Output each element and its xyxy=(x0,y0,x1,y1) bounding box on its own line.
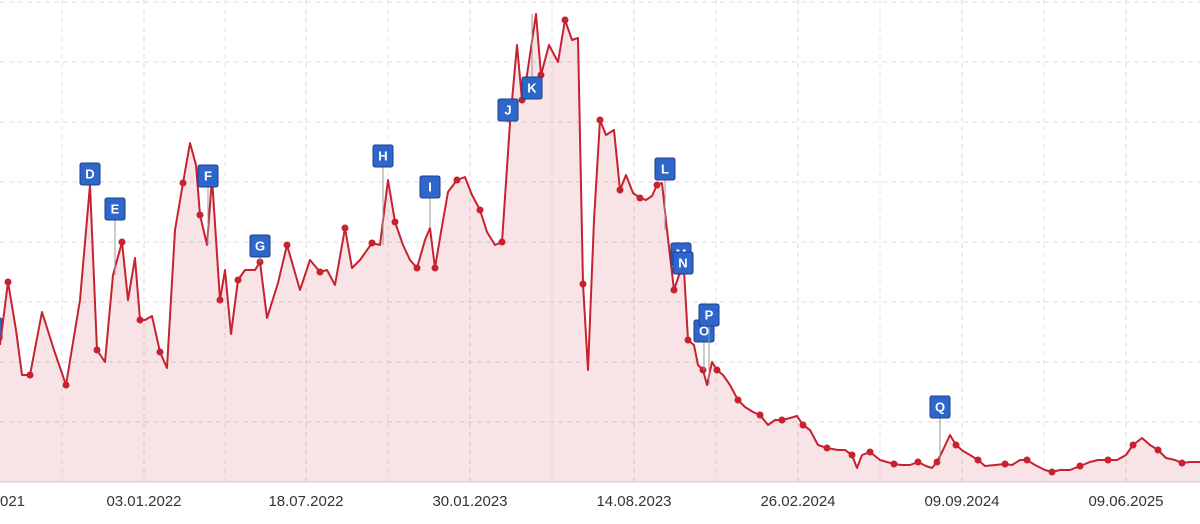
point xyxy=(118,238,126,246)
point xyxy=(756,411,764,419)
flag-box xyxy=(672,251,694,275)
flag-label: H xyxy=(378,148,387,163)
flag-box xyxy=(497,98,519,122)
flag-label: Q xyxy=(935,399,945,414)
point xyxy=(799,421,807,429)
point xyxy=(699,366,707,374)
flag-box xyxy=(654,157,676,181)
point xyxy=(952,441,960,449)
flag: E xyxy=(104,197,126,275)
flag-box xyxy=(929,395,951,419)
point xyxy=(1001,460,1009,468)
flag-box xyxy=(698,303,720,327)
point xyxy=(179,179,187,187)
point xyxy=(391,218,399,226)
point xyxy=(684,336,692,344)
point xyxy=(1178,459,1186,467)
x-tick-label: 18.07.2022 xyxy=(268,493,343,510)
point xyxy=(216,296,224,304)
flag: Q xyxy=(929,395,951,462)
flag: P xyxy=(698,303,720,385)
point xyxy=(823,444,831,452)
point xyxy=(498,238,506,246)
x-tick-label: 26.02.2024 xyxy=(760,493,835,510)
flag-label: I xyxy=(428,179,432,194)
point xyxy=(196,211,204,219)
x-tick-label: 09.09.2024 xyxy=(924,493,999,510)
point xyxy=(561,16,569,24)
flag: N xyxy=(672,251,694,275)
flag-label: P xyxy=(705,307,714,322)
point xyxy=(933,458,941,466)
point xyxy=(653,181,661,189)
point xyxy=(368,239,376,247)
point xyxy=(848,451,856,459)
flag: I xyxy=(419,175,441,228)
point xyxy=(596,116,604,124)
flag-label: E xyxy=(111,201,120,216)
point xyxy=(670,286,678,294)
flag: D xyxy=(79,162,101,186)
point xyxy=(234,276,242,284)
point xyxy=(1076,462,1084,470)
point xyxy=(974,456,982,464)
flag: J xyxy=(497,98,519,123)
flag: L xyxy=(654,157,676,230)
point xyxy=(453,176,461,184)
point xyxy=(4,278,12,286)
flag-label: F xyxy=(204,168,212,183)
point xyxy=(914,458,922,466)
point xyxy=(156,348,164,356)
flag-box xyxy=(419,175,441,199)
point xyxy=(431,264,439,272)
area xyxy=(0,14,1200,482)
point xyxy=(62,381,70,389)
point xyxy=(476,206,484,214)
flag-label: G xyxy=(255,238,265,253)
point xyxy=(636,194,644,202)
point xyxy=(1023,456,1031,464)
x-tick-label: 021 xyxy=(0,493,25,510)
point xyxy=(26,371,34,379)
flag-box xyxy=(197,164,219,188)
point xyxy=(713,366,721,374)
point xyxy=(616,186,624,194)
x-tick-label: 30.01.2023 xyxy=(432,493,507,510)
flag-label: L xyxy=(661,161,669,176)
point xyxy=(316,268,324,276)
flag-box xyxy=(104,197,126,221)
flag-label: O xyxy=(699,323,709,338)
point xyxy=(136,316,144,324)
x-tick-label: 09.06.2025 xyxy=(1088,493,1163,510)
flag: K xyxy=(521,14,543,100)
flag-label: D xyxy=(85,166,94,181)
flag-box xyxy=(372,144,394,168)
flag-label: J xyxy=(504,102,511,117)
point xyxy=(93,346,101,354)
point xyxy=(1104,456,1112,464)
point xyxy=(778,416,786,424)
x-tick-label: 03.01.2022 xyxy=(106,493,181,510)
point xyxy=(1129,441,1137,449)
flag-box xyxy=(521,76,543,100)
flag: H xyxy=(372,144,394,245)
flag-box xyxy=(79,162,101,186)
point xyxy=(413,264,421,272)
flag-label: K xyxy=(527,80,537,95)
point xyxy=(1154,446,1162,454)
flag-label: N xyxy=(678,255,687,270)
flag-box xyxy=(249,234,271,258)
flag: G xyxy=(249,234,271,262)
point xyxy=(579,280,587,288)
point xyxy=(1048,468,1056,476)
flag: F xyxy=(197,164,219,245)
point xyxy=(283,241,291,249)
point xyxy=(341,224,349,232)
point xyxy=(890,460,898,468)
x-tick-label: 14.08.2023 xyxy=(596,493,671,510)
point xyxy=(866,448,874,456)
point xyxy=(734,396,742,404)
